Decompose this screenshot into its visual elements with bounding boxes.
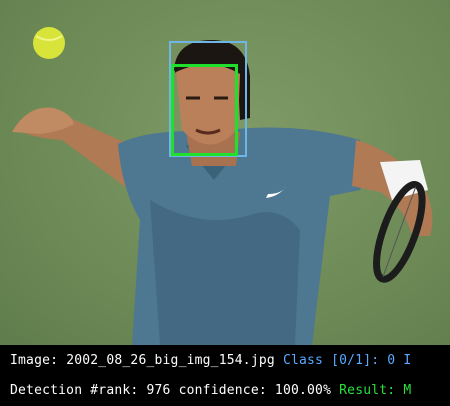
result-text: Result: M (339, 383, 412, 398)
detection-rank-label: Detection #rank: (10, 383, 139, 398)
image-info-line: Image: 2002_08_26_big_img_154.jpg Class … (10, 353, 411, 368)
tennis-ball (33, 27, 65, 59)
face (176, 64, 240, 145)
info-bar: Image: 2002_08_26_big_img_154.jpg Class … (0, 345, 450, 406)
confidence-label: confidence: (178, 383, 267, 398)
detection-rank: 976 (146, 383, 171, 398)
detection-info-line: Detection #rank: 976 confidence: 100.00%… (10, 383, 411, 398)
image-label: Image: (10, 353, 59, 368)
detection-box (171, 64, 238, 156)
confidence-value: 100.00% (274, 383, 332, 398)
ground-truth-box (169, 41, 247, 157)
tennis-player-photo (12, 27, 433, 345)
tennis-racket (373, 181, 426, 283)
image-filename: 2002_08_26_big_img_154.jpg (66, 353, 275, 368)
wristband (380, 160, 428, 200)
image-viewer (0, 0, 450, 345)
class-info: Class [0/1]: 0 I (282, 353, 412, 368)
